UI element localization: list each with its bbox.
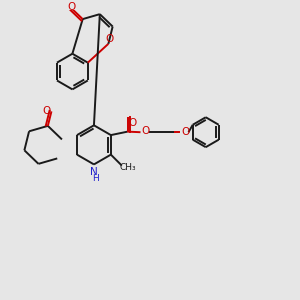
Text: O: O	[182, 127, 190, 136]
Text: CH₃: CH₃	[120, 164, 136, 172]
Text: O: O	[129, 118, 137, 128]
Text: O: O	[42, 106, 50, 116]
Text: N: N	[90, 167, 98, 178]
Text: O: O	[142, 126, 150, 136]
Text: H: H	[92, 174, 99, 183]
Text: O: O	[106, 34, 114, 44]
Text: O: O	[67, 2, 76, 12]
